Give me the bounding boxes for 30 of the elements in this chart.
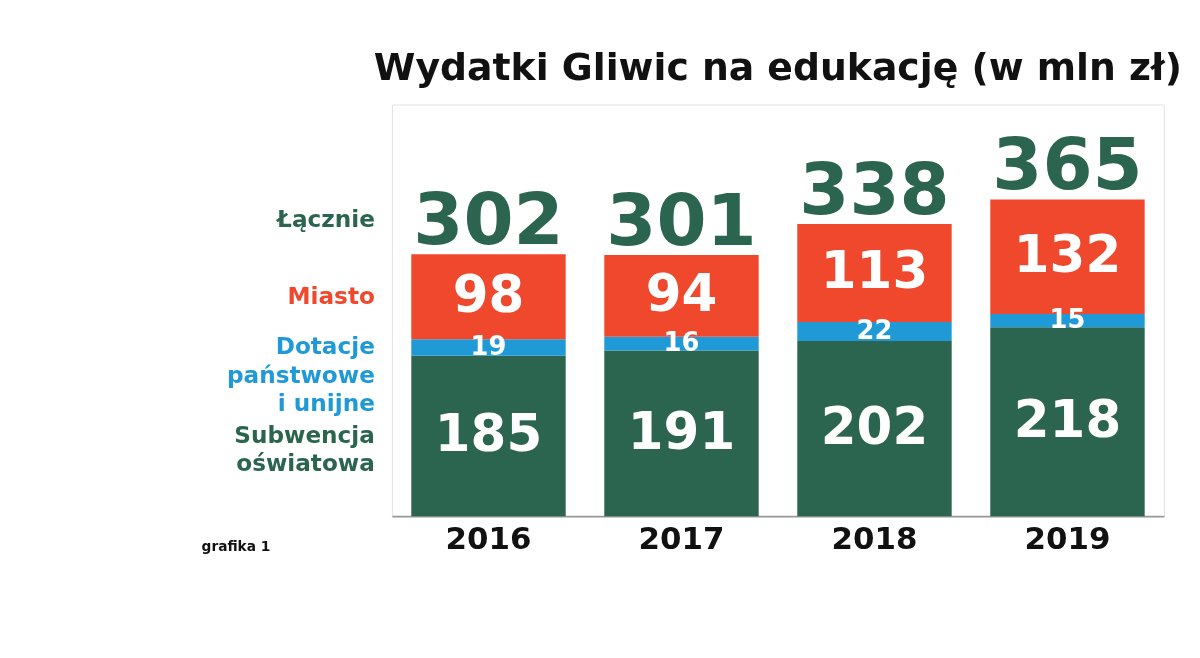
bar [797,341,952,517]
text: grafika 1 [201,537,271,554]
data-label: 16 [663,327,700,358]
data-label: 218 [1013,389,1122,450]
x-tick-label: 2016 [445,520,532,557]
data-label: 19 [470,331,507,362]
x-tick-label: 2018 [831,520,918,557]
x-tick-label: 2017 [638,520,725,557]
bar [990,327,1145,517]
data-label: 94 [645,263,718,324]
total-label: 301 [606,177,757,262]
series-label: Miasto [287,282,375,309]
data-label: 98 [452,264,525,325]
data-label: 113 [820,240,929,301]
series-label: Dotacje państwowe i unijne [227,333,375,416]
total-label: 302 [413,176,564,261]
data-label: 191 [627,400,736,461]
x-tick-label: 2019 [1024,520,1111,557]
data-label: 15 [1049,304,1086,335]
bar [411,355,566,517]
data-label: 202 [820,396,929,457]
total-label: 338 [799,146,950,231]
data-label: 132 [1013,224,1122,285]
total-label: 365 [992,122,1143,207]
chart-title: Wydatki Gliwic na edukację (w mln zł) [373,44,1183,89]
data-label: 22 [856,315,893,346]
series-label: Subwencja oświatowa [234,421,375,477]
text: Łącznie [275,205,375,232]
bar [604,350,759,517]
data-label: 185 [434,403,543,464]
